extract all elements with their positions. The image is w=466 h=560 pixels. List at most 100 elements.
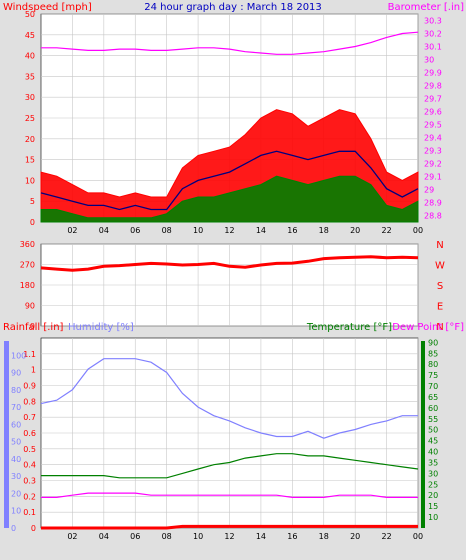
temperature-series: [41, 453, 419, 479]
direction-tick-label: 270: [20, 261, 35, 270]
humidity-tick-label: 0: [11, 524, 16, 533]
windspeed-tick-label: 5: [30, 197, 35, 206]
rain-hour-axis: 02 04 06 08 10 12 14 16 18 20 22 00: [67, 532, 423, 541]
rainfall-series: [41, 524, 418, 530]
rain-humidity-temp-panel: Rainfall [.in] Humidity [%] Temperature …: [3, 322, 464, 541]
dew-point-series: [41, 492, 418, 498]
direction-tick-label: 90: [25, 302, 35, 311]
hour-tick-label: 00: [413, 226, 423, 235]
compass-label: E: [437, 302, 443, 313]
temperature-tick-label: 90: [428, 338, 438, 347]
windspeed-tick-label: 20: [25, 135, 35, 144]
wind-speed-series: [40, 150, 419, 211]
windspeed-axis: 0 5 10 15 20 25 30 35 40 45 50: [25, 10, 35, 227]
temperature-tick-label: 50: [428, 426, 438, 435]
wind-direction-series: [40, 255, 419, 272]
temperature-tick-label: 15: [428, 502, 438, 511]
temperature-tick-label: 70: [428, 382, 438, 391]
barometer-tick-label: 30.3: [424, 17, 442, 26]
rainfall-tick-label: 0.2: [23, 492, 36, 501]
wind-average-series: [40, 175, 419, 223]
barometer-tick-label: 30.2: [424, 30, 442, 39]
humidity-tick-label: 10: [11, 507, 21, 516]
direction-gridlines: [41, 243, 419, 327]
barometer-tick-label: 29.7: [424, 95, 442, 104]
rainfall-tick-label: 0.6: [23, 429, 36, 438]
hour-tick-label: 08: [162, 532, 172, 541]
rainfall-tick-label: 0.9: [23, 382, 36, 391]
direction-axis: 0 90 180 270 360: [20, 240, 35, 331]
hour-tick-label: 08: [162, 226, 172, 235]
direction-tick-label: 360: [20, 240, 35, 249]
hour-tick-label: 10: [193, 226, 203, 235]
temperature-tick-label: 25: [428, 480, 438, 489]
windspeed-tick-label: 15: [25, 156, 35, 165]
humidity-scale-bar: [4, 341, 9, 528]
temperature-tick-label: 80: [428, 360, 438, 369]
hour-tick-label: 18: [319, 532, 329, 541]
rainfall-tick-label: 0.5: [23, 445, 36, 454]
hour-tick-label: 04: [99, 226, 109, 235]
humidity-tick-label: 60: [11, 420, 21, 429]
rainfall-tick-label: 0.8: [23, 397, 36, 406]
barometer-tick-label: 29.1: [424, 173, 442, 182]
compass-label: W: [435, 261, 445, 272]
barometer-tick-label: 29.6: [424, 108, 442, 117]
barometer-tick-label: 29.8: [424, 82, 442, 91]
temperature-tick-label: 45: [428, 437, 438, 446]
windspeed-tick-label: 40: [25, 52, 35, 61]
rainfall-tick-label: 1: [31, 366, 36, 375]
chart-title: 24 hour graph day : March 18 2013: [144, 2, 322, 13]
barometer-tick-label: 28.9: [424, 199, 442, 208]
hour-tick-label: 14: [256, 226, 266, 235]
wind-hour-axis: 02 04 06 08 10 12 14 16 18 20 22 00: [67, 226, 423, 235]
hour-tick-label: 18: [319, 226, 329, 235]
rainfall-tick-label: 0.4: [23, 461, 36, 470]
barometer-tick-label: 29.4: [424, 134, 442, 143]
temperature-tick-label: 40: [428, 448, 438, 457]
temperature-tick-label: 85: [428, 349, 438, 358]
rainfall-tick-label: 1.1: [23, 350, 36, 359]
barometer-tick-label: 30: [424, 56, 434, 65]
hour-tick-label: 12: [224, 532, 234, 541]
temperature-tick-label: 60: [428, 404, 438, 413]
hour-tick-label: 02: [67, 532, 77, 541]
hour-tick-label: 14: [256, 532, 266, 541]
compass-label: N: [436, 240, 443, 251]
rain-humidity-temp-series: [40, 358, 419, 530]
temperature-tick-label: 20: [428, 491, 438, 500]
rainfall-tick-label: 0.3: [23, 477, 36, 486]
humidity-axis: 0 10 20 30 40 50 60 70 80 90 100: [11, 351, 26, 533]
hour-tick-label: 20: [350, 226, 360, 235]
wind-barometer-panel: Windspeed [mph] 24 hour graph day : Marc…: [3, 2, 464, 235]
humidity-label: Humidity [%]: [68, 322, 134, 333]
barometer-label: Barometer [.in]: [388, 2, 464, 13]
compass-label: N: [436, 322, 443, 333]
hour-tick-label: 22: [381, 226, 391, 235]
barometer-tick-label: 29.2: [424, 160, 442, 169]
temperature-tick-label: 55: [428, 415, 438, 424]
hour-tick-label: 20: [350, 532, 360, 541]
hour-tick-label: 12: [224, 226, 234, 235]
temperature-tick-label: 30: [428, 469, 438, 478]
temperature-tick-label: 75: [428, 371, 438, 380]
compass-label: S: [437, 281, 443, 292]
rainfall-tick-label: 0.7: [23, 413, 36, 422]
temperature-tick-label: 10: [428, 513, 438, 522]
windspeed-tick-label: 25: [25, 114, 35, 123]
direction-tick-label: 180: [20, 281, 35, 290]
dew-point-label: Dew Point [°F]: [392, 322, 464, 333]
humidity-tick-label: 50: [11, 438, 21, 447]
temperature-tick-label: 65: [428, 393, 438, 402]
rainfall-axis: 0 0.1 0.2 0.3 0.4 0.5 0.6 0.7 0.8 0.9 1 1.1: [23, 350, 36, 533]
temperature-scale-bar: [421, 341, 425, 528]
hour-tick-label: 02: [67, 226, 77, 235]
rainfall-label: Rainfall [.in]: [3, 322, 64, 333]
humidity-tick-label: 80: [11, 386, 21, 395]
rainfall-tick-label: 0: [31, 524, 36, 533]
wind-series: [40, 31, 419, 223]
windspeed-tick-label: 50: [25, 10, 35, 19]
